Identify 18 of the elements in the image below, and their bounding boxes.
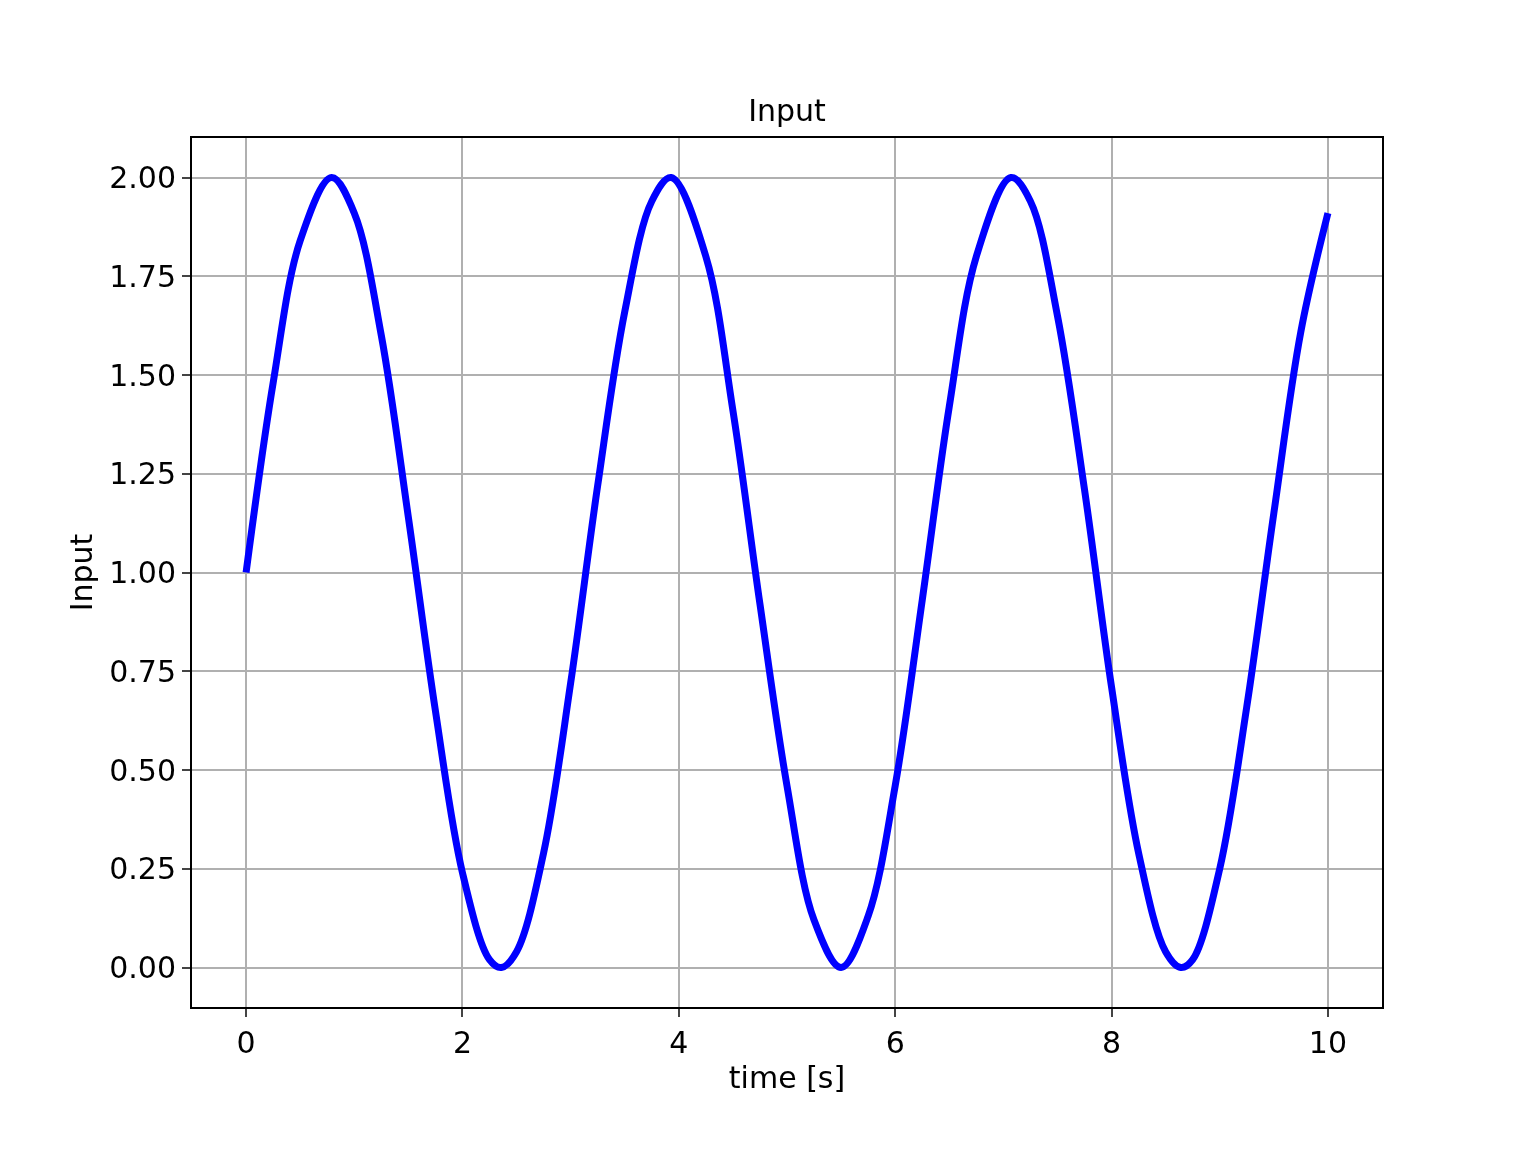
- y-tick-label: 1.00: [109, 555, 176, 590]
- chart-title: Input: [748, 92, 827, 128]
- x-tick-label: 4: [669, 1025, 689, 1060]
- x-tick-label: 2: [452, 1025, 472, 1060]
- y-tick-label: 0.50: [109, 752, 176, 788]
- y-tick-label: 2.00: [109, 160, 176, 195]
- y-tick-label: 0.75: [109, 653, 176, 689]
- y-tick-label: 0.25: [109, 851, 176, 887]
- y-tick-label: 1.25: [109, 456, 176, 492]
- x-tick-label: 6: [885, 1025, 905, 1060]
- x-axis-title: time [s]: [728, 1060, 846, 1095]
- x-tick-label: 8: [1102, 1025, 1122, 1060]
- y-tick-label: 1.75: [109, 258, 176, 294]
- x-tick-label: 10: [1308, 1025, 1347, 1060]
- x-tick-label: 0: [236, 1025, 256, 1060]
- y-tick-label: 0.00: [109, 950, 176, 985]
- y-axis-title: Input: [63, 533, 99, 612]
- y-tick-label: 1.50: [109, 357, 176, 393]
